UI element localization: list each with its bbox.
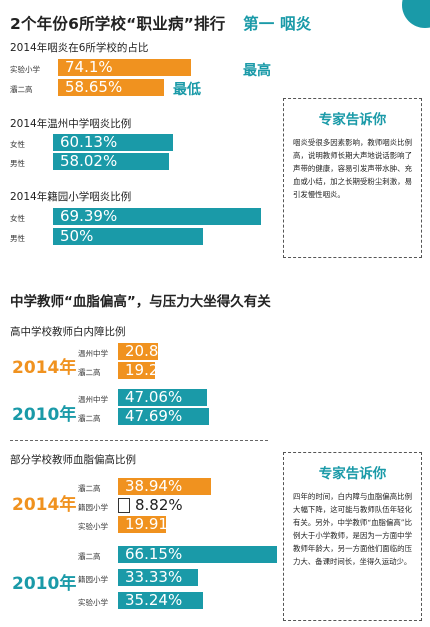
chart4-title: 高中学校教师白内障比例	[10, 326, 126, 338]
chart5-2014-bar-2: 19.91%	[118, 516, 182, 533]
chart1-bar-1: 58.65%	[58, 79, 164, 96]
chart3-label-1: 男性	[10, 234, 25, 243]
chart4-2010-label-0: 温州中学	[78, 395, 108, 404]
chart2-label-0: 女性	[10, 140, 25, 149]
expert-box-2: 专家告诉你 四年的时间，白内障与血脂偏高比例大幅下降，这可能与教师队伍年轻化有关…	[283, 452, 422, 621]
chart3-value-1: 50%	[60, 227, 94, 245]
chart5-2010-bar-0: 66.15%	[118, 546, 277, 563]
chart5-2014-value-0: 38.94%	[125, 477, 183, 495]
chart3-bar-1: 50%	[53, 228, 203, 245]
chart4-2014-label-0: 温州中学	[78, 349, 108, 358]
chart4-year-2010: 2010年	[12, 405, 77, 425]
expert-box-1-title: 专家告诉你	[318, 112, 387, 128]
chart4-2014-bar-1: 19.23%	[118, 362, 182, 379]
title-subtitle: 第一 咽炎	[243, 15, 312, 33]
chart3-label-0: 女性	[10, 214, 25, 223]
chart5-2014-bar-0: 38.94%	[118, 477, 212, 495]
chart4-year-2014: 2014年	[12, 358, 77, 378]
chart5-2014-label-0: 灞二高	[78, 484, 101, 493]
chart4-2014-value-0: 20.87%	[125, 342, 183, 360]
chart5-2010-value-0: 66.15%	[125, 545, 183, 563]
expert-box-1: 专家告诉你 咽炎受很多因素影响，教师咽炎比例高，说明教师长期大声地说话影响了声带…	[283, 98, 422, 258]
title-text: 2个年份6所学校“职业病”排行	[10, 15, 226, 33]
chart4-2014-label-1: 灞二高	[78, 368, 101, 377]
chart3-value-0: 69.39%	[60, 207, 118, 225]
chart2-value-0: 60.13%	[60, 133, 118, 151]
section-divider	[10, 440, 268, 441]
chart5-2010-value-2: 35.24%	[125, 591, 183, 609]
chart2-label-1: 男性	[10, 159, 25, 168]
chart2-value-1: 58.02%	[60, 152, 118, 170]
expert-box-2-body: 四年的时间，白内障与血脂偏高比例大幅下降，这可能与教师队伍年轻化有关。另外，中学…	[293, 492, 412, 566]
page-title: 2个年份6所学校“职业病”排行 第一 咽炎	[10, 12, 311, 34]
chart5-2010-value-1: 33.33%	[125, 568, 183, 586]
expert-box-2-title: 专家告诉你	[318, 466, 387, 482]
chart4-2010-bar-0: 47.06%	[118, 388, 208, 406]
chart3-bar-0: 69.39%	[53, 207, 262, 225]
chart4-2010-value-0: 47.06%	[125, 388, 183, 406]
chart4-2010-label-1: 灞二高	[78, 414, 101, 423]
chart1-annotation-lowest: 最低	[173, 82, 201, 98]
chart4-2014-bar-0: 20.87%	[118, 343, 182, 360]
chart2-title: 2014年温州中学咽炎比例	[10, 118, 132, 130]
chart4-2010-bar-1: 47.69%	[118, 408, 209, 425]
chart5-2014-label-2: 实验小学	[78, 522, 108, 531]
chart5-2010-label-2: 实验小学	[78, 598, 108, 607]
chart1-value-1: 58.65%	[65, 78, 123, 96]
chart1-title: 2014年咽炎在6所学校的占比	[10, 42, 149, 54]
chart5-2010-bar-2: 35.24%	[118, 592, 203, 609]
chart1-label-1: 灞二高	[10, 85, 33, 94]
chart4-2010-value-1: 47.69%	[125, 407, 183, 425]
chart5-2010-label-1: 籍园小学	[78, 575, 108, 584]
chart5-2014-label-1: 籍园小学	[78, 503, 108, 512]
chart5-2014-bar-1: 8.82%	[118, 497, 183, 514]
corner-decoration	[402, 0, 430, 28]
chart5-year-2010: 2010年	[12, 574, 77, 594]
section2-title: 中学教师“血脂偏高”，与压力大坐得久有关	[10, 294, 271, 310]
chart5-2010-bar-1: 33.33%	[118, 569, 198, 586]
chart1-value-0: 74.1%	[65, 58, 113, 76]
chart1-annotation-highest: 最高	[243, 63, 271, 79]
chart5-year-2014: 2014年	[12, 495, 77, 515]
chart2-bar-0: 60.13%	[53, 133, 174, 151]
chart1-bar-0: 74.1%	[58, 58, 192, 76]
chart5-title: 部分学校教师血脂偏高比例	[10, 454, 136, 466]
expert-box-1-body: 咽炎受很多因素影响，教师咽炎比例高，说明教师长期大声地说话影响了声带的健康，容易…	[293, 138, 412, 199]
chart5-2014-value-2: 19.91%	[125, 515, 183, 533]
chart3-title: 2014年籍园小学咽炎比例	[10, 191, 132, 203]
chart2-bar-1: 58.02%	[53, 152, 170, 170]
chart5-2010-label-0: 灞二高	[78, 552, 101, 561]
chart5-2014-value-1: 8.82%	[135, 496, 183, 514]
chart4-2014-value-1: 19.23%	[125, 361, 183, 379]
chart1-label-0: 实验小学	[10, 65, 40, 74]
